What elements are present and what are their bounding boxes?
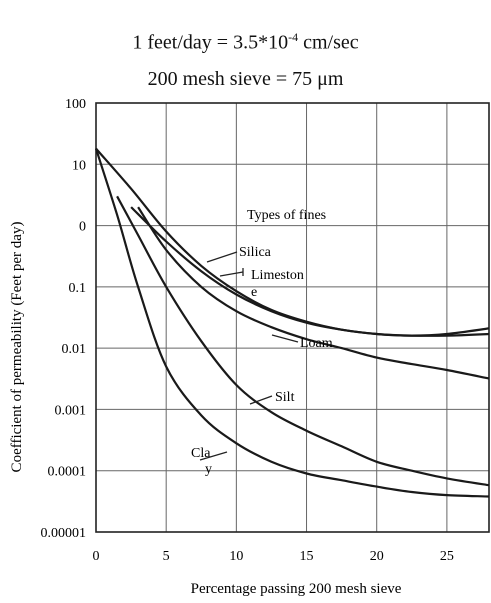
curve-limeston-e bbox=[95, 147, 490, 337]
y-axis-label: Coefficient of permeability (Feet per da… bbox=[9, 222, 25, 473]
leader-silica bbox=[206, 251, 238, 263]
x-tick-label: 5 bbox=[163, 549, 170, 564]
label-silt: Silt bbox=[275, 390, 295, 405]
y-tick-label: 0.01 bbox=[62, 342, 87, 357]
y-tick-label: 0.0001 bbox=[48, 465, 87, 480]
x-tick-label: 20 bbox=[370, 549, 384, 564]
y-tick-label: 0.00001 bbox=[41, 526, 87, 541]
y-tick-label: 100 bbox=[65, 97, 86, 112]
curve-loam bbox=[137, 206, 490, 380]
conversion-exponent: -4 bbox=[288, 30, 299, 44]
x-tick-label: 10 bbox=[229, 549, 243, 564]
x-axis-label: Percentage passing 200 mesh sieve bbox=[191, 581, 402, 597]
y-tick-label: 10 bbox=[72, 158, 86, 173]
x-tick-label: 15 bbox=[300, 549, 314, 564]
grid bbox=[96, 103, 489, 532]
x-tick-label: 25 bbox=[440, 549, 454, 564]
curve-cla-y bbox=[94, 148, 490, 498]
conversion-note: 1 feet/day = 3.5*10-4 cm/sec bbox=[0, 30, 491, 55]
label-clay-part1: Cla bbox=[191, 446, 211, 461]
curve-silt bbox=[116, 195, 490, 487]
curves bbox=[94, 147, 490, 498]
y-tick-label: 0 bbox=[79, 220, 86, 235]
y-tick-label: 0.1 bbox=[69, 281, 87, 296]
tick-labels: 0 5 10 15 20 251001000.10.010.0010.00010.0000… bbox=[41, 97, 454, 564]
label-silica: Silica bbox=[239, 245, 272, 260]
y-tick-label: 0.001 bbox=[55, 403, 87, 418]
label-clay-part2: y bbox=[205, 462, 212, 477]
leader-limestone-stub bbox=[219, 271, 244, 277]
legend-title: Types of fines bbox=[247, 208, 326, 223]
x-tick-label: 0 bbox=[93, 549, 100, 564]
label-limestone-part2: e bbox=[251, 285, 257, 300]
label-loam: Loam bbox=[300, 336, 333, 351]
leader-silt bbox=[249, 395, 273, 405]
annotations bbox=[199, 251, 299, 461]
leader-loam bbox=[271, 334, 299, 343]
leader-clay bbox=[199, 451, 228, 461]
label-limestone-part1: Limeston bbox=[251, 268, 304, 283]
conversion-base: 1 feet/day = 3.5*10 bbox=[132, 31, 289, 54]
conversion-unit: cm/sec bbox=[298, 31, 359, 54]
plot-frame bbox=[95, 102, 490, 533]
sieve-note: 200 mesh sieve = 75 μm bbox=[147, 68, 344, 90]
